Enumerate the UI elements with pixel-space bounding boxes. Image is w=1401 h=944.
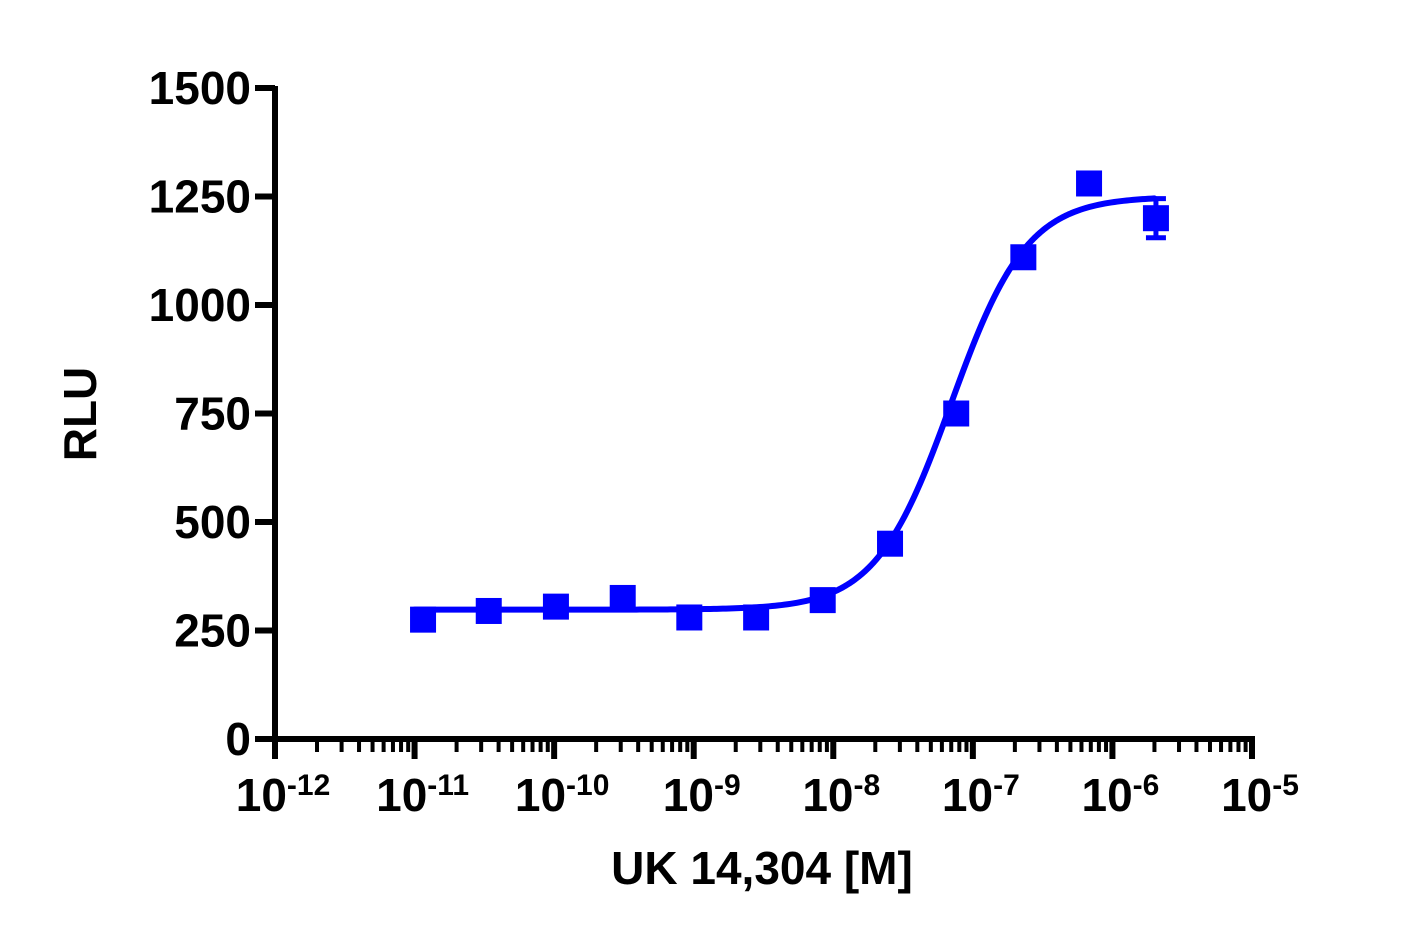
axes-layer bbox=[255, 85, 1255, 759]
data-points-layer bbox=[410, 170, 1169, 633]
x-tick-label: 10-5 bbox=[1221, 769, 1299, 821]
tick-labels-layer: 0 250 500 750 1000 1250 1500 10-12 10-11 10-10 10-… bbox=[149, 62, 1299, 821]
y-tick-label: 250 bbox=[174, 605, 251, 657]
data-point bbox=[542, 593, 569, 620]
data-point bbox=[743, 604, 770, 631]
x-tick-label: 10-9 bbox=[663, 769, 741, 821]
data-point bbox=[877, 530, 904, 557]
y-axis-title: RLU bbox=[54, 367, 106, 462]
data-point bbox=[1142, 205, 1169, 232]
data-point bbox=[609, 584, 636, 611]
data-point bbox=[475, 597, 502, 624]
x-tick-label: 10-8 bbox=[802, 769, 880, 821]
x-tick-label: 10-10 bbox=[515, 769, 610, 821]
x-tick-label: 10-6 bbox=[1081, 769, 1159, 821]
x-axis-title: UK 14,304 [M] bbox=[611, 842, 913, 894]
y-tick-label: 750 bbox=[174, 388, 251, 440]
data-point bbox=[809, 587, 836, 614]
y-tick-label: 500 bbox=[174, 496, 251, 548]
data-point bbox=[943, 400, 970, 427]
y-tick-label: 1250 bbox=[149, 171, 251, 223]
fit-curve-layer bbox=[411, 195, 1158, 613]
fit-curve bbox=[411, 195, 1158, 613]
data-point bbox=[1010, 244, 1037, 271]
y-tick-label: 1000 bbox=[149, 279, 251, 331]
y-tick-label: 0 bbox=[225, 713, 251, 765]
data-point bbox=[410, 606, 437, 633]
x-tick-label: 10-11 bbox=[376, 769, 469, 821]
x-tick-label: 10-12 bbox=[236, 769, 331, 821]
data-point bbox=[1076, 170, 1103, 197]
y-tick-label: 1500 bbox=[149, 62, 251, 114]
data-point bbox=[676, 604, 703, 631]
x-tick-label: 10-7 bbox=[942, 769, 1020, 821]
